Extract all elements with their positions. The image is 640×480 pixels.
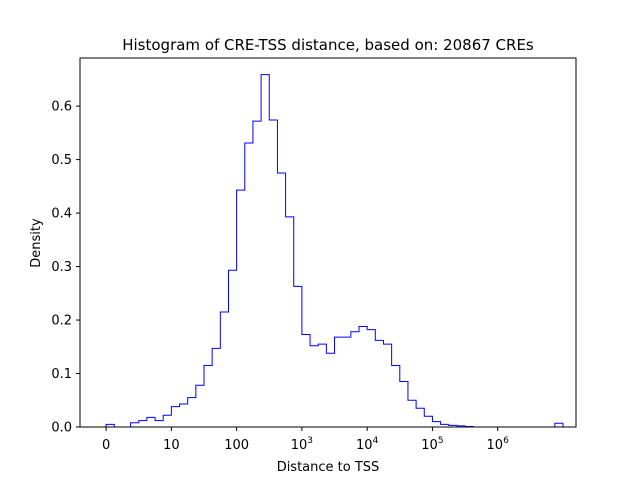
y-axis-ticks: 0.0 0.1 0.2 0.3 0.4 0.5 0.6 bbox=[51, 100, 80, 436]
y-tick-label: 0.5 bbox=[51, 153, 72, 168]
x-tick-label: 105 bbox=[421, 436, 443, 453]
x-tick-label: 100 bbox=[224, 438, 249, 453]
y-axis-title: Density bbox=[29, 218, 44, 268]
x-tick-label: 10 bbox=[163, 438, 180, 453]
histogram-step-line bbox=[105, 74, 564, 428]
x-tick-label: 103 bbox=[291, 436, 313, 453]
x-tick-label: 106 bbox=[487, 436, 510, 453]
y-tick-label: 0.0 bbox=[51, 421, 72, 436]
histogram-steps bbox=[105, 74, 564, 428]
y-tick-label: 0.4 bbox=[51, 207, 72, 222]
x-tick-label: 104 bbox=[356, 436, 379, 453]
y-tick-label: 0.3 bbox=[51, 260, 72, 275]
y-tick-label: 0.1 bbox=[51, 367, 72, 382]
plot-frame bbox=[79, 57, 577, 428]
x-axis-ticks: 0 10 100 103 104 105 106 bbox=[102, 427, 509, 453]
y-tick-label: 0.6 bbox=[51, 100, 72, 115]
y-tick-label: 0.2 bbox=[51, 314, 72, 329]
x-tick-label: 0 bbox=[102, 438, 110, 453]
chart-title: Histogram of CRE-TSS distance, based on:… bbox=[122, 36, 534, 54]
x-axis-title: Distance to TSS bbox=[277, 460, 380, 475]
